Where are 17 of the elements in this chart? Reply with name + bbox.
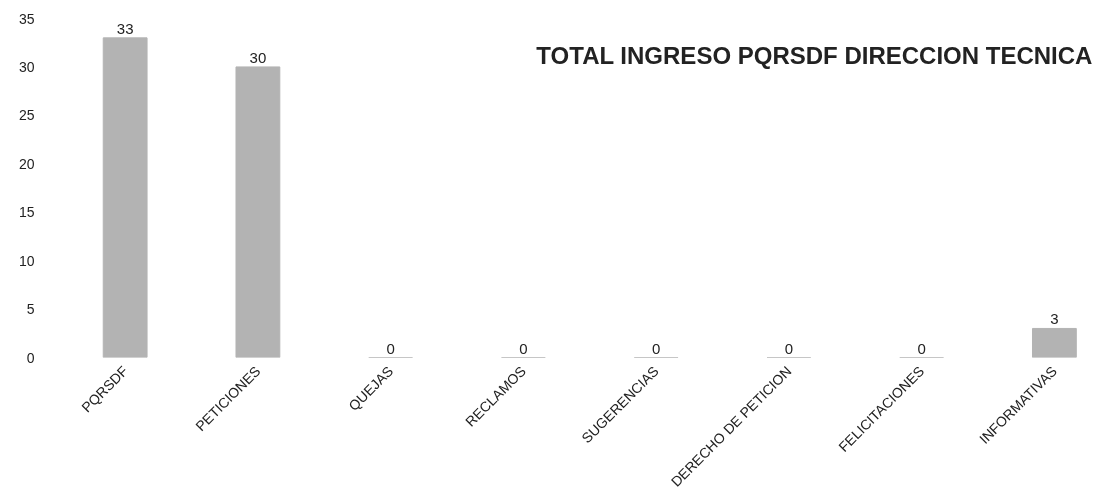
- y-tick-label: 0: [26, 349, 35, 366]
- y-tick-label: 30: [18, 58, 35, 75]
- data-label: 0: [651, 339, 661, 357]
- data-label: 0: [784, 339, 794, 357]
- data-label: 30: [249, 48, 267, 66]
- y-tick-label: 10: [18, 252, 35, 269]
- data-label: 33: [116, 19, 134, 37]
- data-label: 0: [386, 339, 395, 357]
- y-tick-label: 35: [18, 10, 35, 27]
- y-tick-label: 5: [26, 301, 35, 318]
- y-tick-label: 15: [18, 204, 35, 221]
- y-tick-label: 25: [18, 107, 35, 124]
- data-label: 3: [1050, 310, 1059, 328]
- text: TOTAL INGRESO PQRSDF DIRECCION TECNICA: [536, 42, 1093, 70]
- data-label: 0: [917, 339, 926, 357]
- data-label: 0: [519, 339, 528, 357]
- y-tick-label: 20: [18, 155, 35, 172]
